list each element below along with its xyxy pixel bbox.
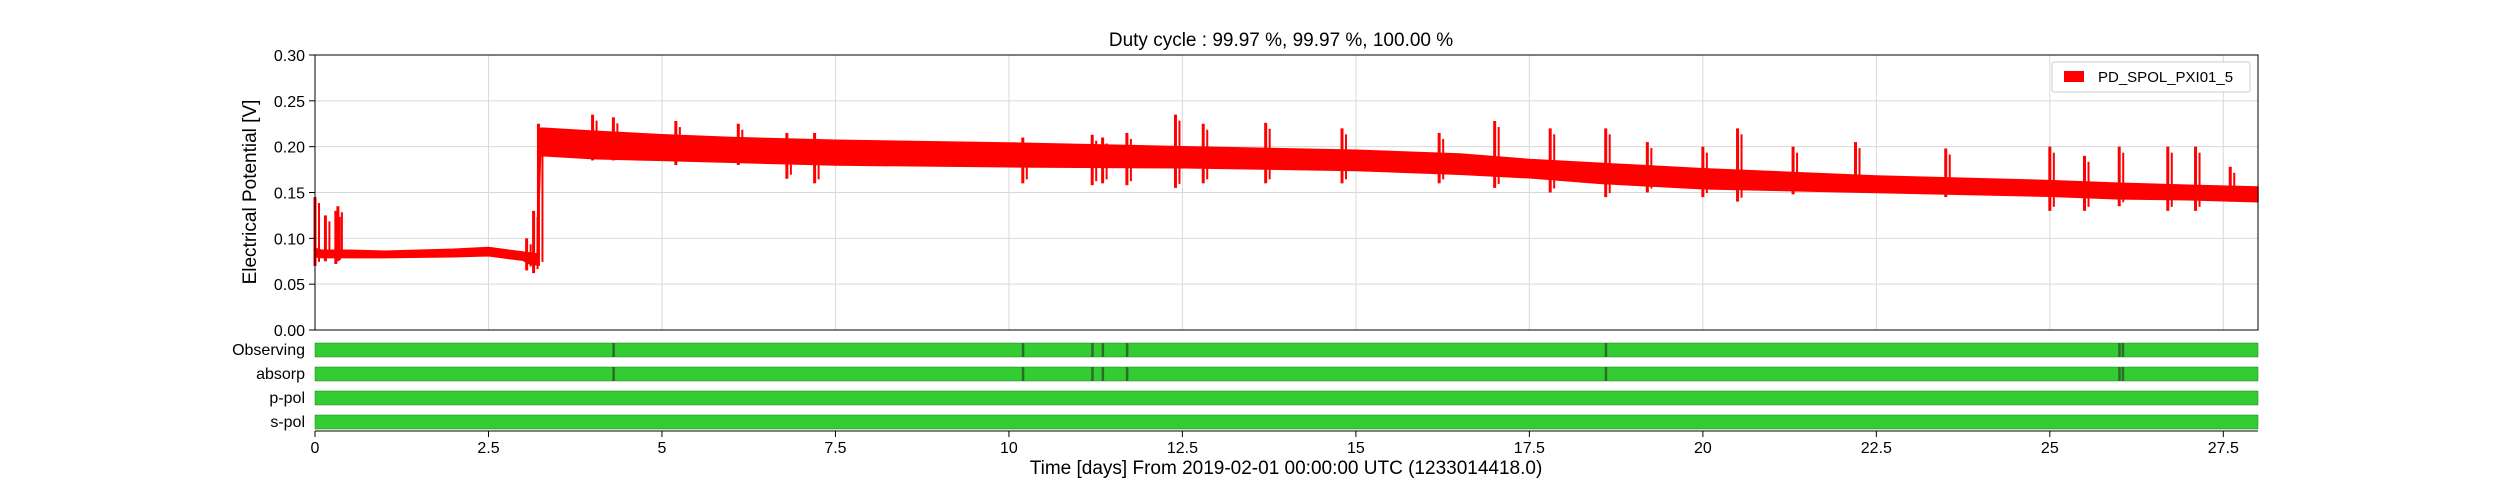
legend-frame <box>2051 61 2251 93</box>
state-row-gap <box>2118 367 2121 381</box>
state-row-gap <box>1091 367 1094 381</box>
x-tick-label: 27.5 <box>2208 440 2239 457</box>
legend-swatch <box>2064 71 2084 82</box>
state-row-gap <box>2121 367 2125 381</box>
y-tick-label: 0.30 <box>274 48 305 65</box>
y-axis-ticks: 0.00 0.05 0.10 0.15 0.20 0.25 0.30 <box>274 48 315 340</box>
x-tick-label: 17.5 <box>1514 440 1545 457</box>
y-tick-label: 0.10 <box>274 231 305 248</box>
state-row-label: p-pol <box>269 390 305 407</box>
y-tick-label: 0.00 <box>274 323 305 340</box>
x-tick-label: 20 <box>1694 440 1712 457</box>
x-tick-label: 2.5 <box>477 440 499 457</box>
x-tick-label: 15 <box>1347 440 1365 457</box>
state-row-gap <box>1091 343 1094 357</box>
state-row-bar <box>314 342 2259 358</box>
state-row-gap <box>1101 367 1105 381</box>
state-row-gap <box>1021 367 1025 381</box>
data-series-band <box>314 127 2259 266</box>
x-tick-label: 7.5 <box>824 440 846 457</box>
y-tick-label: 0.05 <box>274 277 305 294</box>
state-row-gap <box>1021 343 1025 357</box>
state-row-gap <box>612 343 615 357</box>
y-tick-label: 0.25 <box>274 94 305 111</box>
state-row-gap <box>1604 343 1608 357</box>
state-row-gap <box>2118 343 2121 357</box>
chart-title: Duty cycle : 99.97 %, 99.97 %, 100.00 % <box>1109 30 1453 51</box>
x-tick-label: 25 <box>2041 440 2059 457</box>
x-axis-ticks: 0 2.5 5 7.5 10 12.5 15 17.5 20 22.5 25 27.5 <box>311 430 2258 457</box>
state-row-bar <box>314 366 2259 382</box>
state-row-bar <box>314 390 2259 406</box>
state-row-label: Observing <box>232 342 305 359</box>
x-tick-label: 5 <box>658 440 667 457</box>
state-row-label: s-pol <box>270 414 305 431</box>
x-tick-label: 12.5 <box>1167 440 1198 457</box>
state-row-bar <box>314 414 2259 430</box>
state-row-gap <box>1101 343 1105 357</box>
state-row-label: absorp <box>256 366 305 383</box>
state-row-gap <box>1125 343 1129 357</box>
data-series-spikes <box>313 114 2236 274</box>
state-segment-rows: Observing absorp p-pol s-pol <box>232 342 2259 431</box>
y-tick-label: 0.20 <box>274 140 305 157</box>
legend-label: PD_SPOL_PXI01_5 <box>2098 69 2233 86</box>
state-row-gap <box>1604 367 1608 381</box>
x-tick-label: 22.5 <box>1861 440 1892 457</box>
y-axis-label: Electrical Potential [V] <box>240 100 261 285</box>
x-tick-label: 0 <box>311 440 320 457</box>
state-row-gap <box>612 367 615 381</box>
x-axis-label: Time [days] From 2019-02-01 00:00:00 UTC… <box>1030 458 1543 479</box>
x-tick-label: 10 <box>1000 440 1018 457</box>
series-band-fill <box>314 127 2259 266</box>
state-row-gap <box>2121 343 2125 357</box>
legend: PD_SPOL_PXI01_5 <box>2051 61 2251 93</box>
state-row-gap <box>1125 367 1129 381</box>
y-tick-label: 0.15 <box>274 186 305 203</box>
